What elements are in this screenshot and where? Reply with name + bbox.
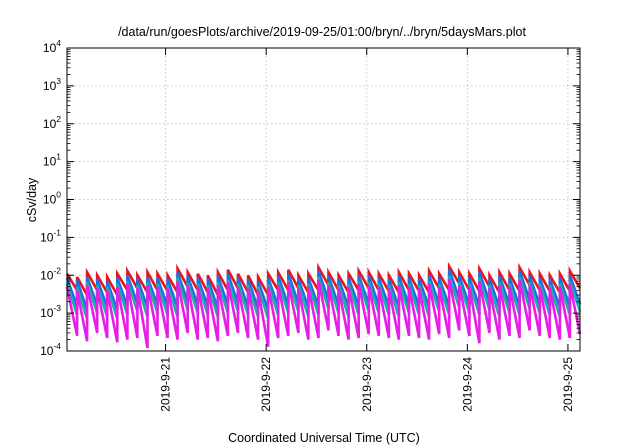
y-tick-label: 102	[43, 114, 61, 131]
chart-title: /data/run/goesPlots/archive/2019-09-25/0…	[118, 25, 526, 39]
series-line	[65, 269, 582, 311]
x-tick-label: 2019-9-23	[360, 357, 374, 412]
y-tick-labels: 10-4 10-3 10-2 10-1 100 101 102 103 104	[40, 38, 61, 358]
y-tick-label: 103	[43, 76, 61, 93]
x-tick-label: 2019-9-25	[561, 357, 575, 412]
x-tick-label: 2019-9-22	[259, 357, 273, 412]
x-tick-label: 2019-9-21	[159, 357, 173, 412]
y-tick-label: 10-3	[40, 303, 61, 320]
series-line	[65, 261, 582, 301]
y-tick-label: 10-2	[40, 265, 61, 282]
x-tick-label: 2019-9-24	[460, 357, 474, 412]
x-tick-labels: 2019-9-21 2019-9-22 2019-9-23 2019-9-24 2019…	[159, 357, 575, 412]
y-tick-label: 101	[43, 152, 61, 169]
series-layer	[65, 261, 582, 349]
tick-marks	[67, 47, 580, 352]
y-tick-label: 10-1	[40, 227, 61, 244]
y-tick-label: 104	[43, 38, 61, 55]
y-tick-label: 10-4	[40, 341, 61, 358]
y-tick-label: 100	[43, 190, 61, 207]
y-axis-label: cSv/day	[25, 177, 39, 222]
series-line	[65, 278, 582, 349]
x-axis-label: Coordinated Universal Time (UTC)	[228, 431, 420, 445]
